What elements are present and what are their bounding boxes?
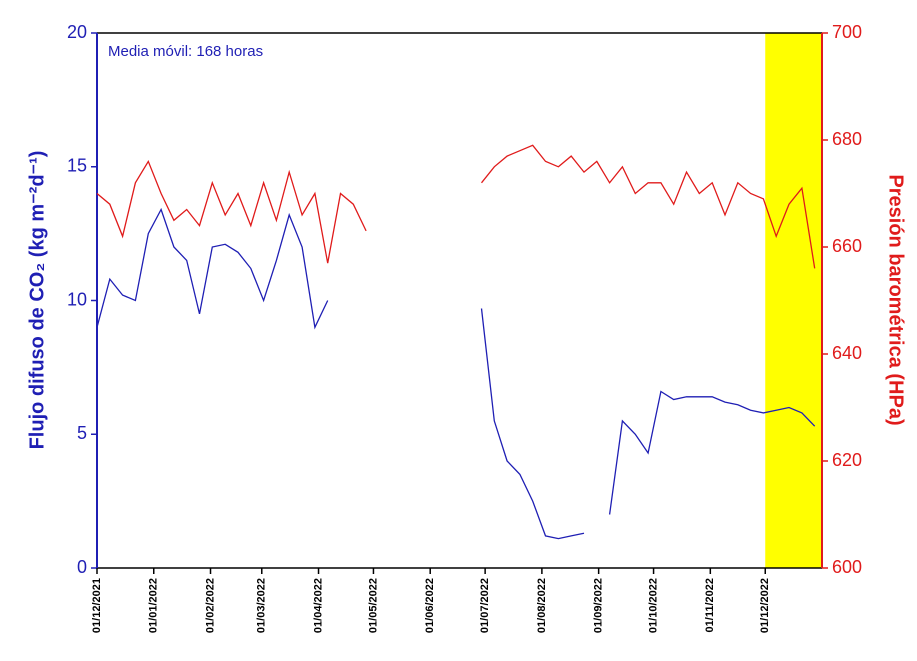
annotation: Media móvil: 168 horas bbox=[108, 43, 263, 60]
series-line bbox=[96, 144, 816, 269]
series-line bbox=[96, 207, 816, 540]
x-tick-label: 01/10/2022 bbox=[647, 578, 659, 633]
x-tick-label: 01/01/2022 bbox=[148, 578, 160, 633]
y2-tick-label: 680 bbox=[832, 129, 862, 149]
y-tick-label: 20 bbox=[67, 22, 87, 42]
x-tick-label: 01/02/2022 bbox=[204, 578, 216, 633]
y2-tick-label: 600 bbox=[832, 557, 862, 577]
y-tick-label: 5 bbox=[77, 423, 87, 443]
y2-tick-label: 700 bbox=[832, 22, 862, 42]
y2-axis-label: Presión barométrica (HPa) bbox=[885, 174, 907, 425]
x-tick-label: 01/04/2022 bbox=[312, 578, 324, 633]
x-tick-label: 01/03/2022 bbox=[256, 578, 268, 633]
x-tick-label: 01/12/2021 bbox=[91, 578, 103, 633]
x-tick-label: 01/11/2022 bbox=[704, 578, 716, 632]
y-axis-label: Flujo difuso de CO₂ (kg m⁻²d⁻¹) bbox=[26, 151, 48, 450]
y-tick-label: 15 bbox=[67, 156, 87, 176]
x-tick-label: 01/05/2022 bbox=[367, 578, 379, 633]
y-tick-label: 0 bbox=[77, 557, 87, 577]
x-tick-label: 01/06/2022 bbox=[424, 578, 436, 633]
x-tick-label: 01/08/2022 bbox=[536, 578, 548, 633]
highlight-band bbox=[765, 33, 822, 568]
x-tick-label: 01/12/2022 bbox=[759, 578, 771, 633]
y-tick-label: 10 bbox=[67, 289, 87, 309]
y2-tick-label: 640 bbox=[832, 343, 862, 363]
x-tick-label: 01/07/2022 bbox=[479, 578, 491, 633]
y2-tick-label: 660 bbox=[832, 236, 862, 256]
y2-tick-label: 620 bbox=[832, 450, 862, 470]
x-tick-label: 01/09/2022 bbox=[593, 578, 605, 633]
